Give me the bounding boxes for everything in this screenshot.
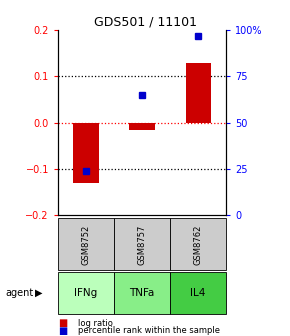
Text: IL4: IL4 bbox=[191, 288, 206, 298]
Bar bbox=[186, 62, 211, 123]
Text: log ratio: log ratio bbox=[78, 319, 113, 328]
Text: GSM8752: GSM8752 bbox=[81, 224, 90, 264]
Text: ■: ■ bbox=[58, 326, 67, 336]
Bar bbox=[129, 123, 155, 130]
Text: IFNg: IFNg bbox=[75, 288, 98, 298]
Text: GSM8757: GSM8757 bbox=[137, 224, 147, 265]
Text: TNFa: TNFa bbox=[129, 288, 155, 298]
Text: ▶: ▶ bbox=[35, 288, 43, 298]
Text: percentile rank within the sample: percentile rank within the sample bbox=[78, 327, 220, 335]
Text: GSM8762: GSM8762 bbox=[194, 224, 203, 265]
Bar bbox=[73, 123, 99, 183]
Text: GDS501 / 11101: GDS501 / 11101 bbox=[93, 15, 197, 28]
Text: agent: agent bbox=[6, 288, 34, 298]
Text: ■: ■ bbox=[58, 318, 67, 328]
